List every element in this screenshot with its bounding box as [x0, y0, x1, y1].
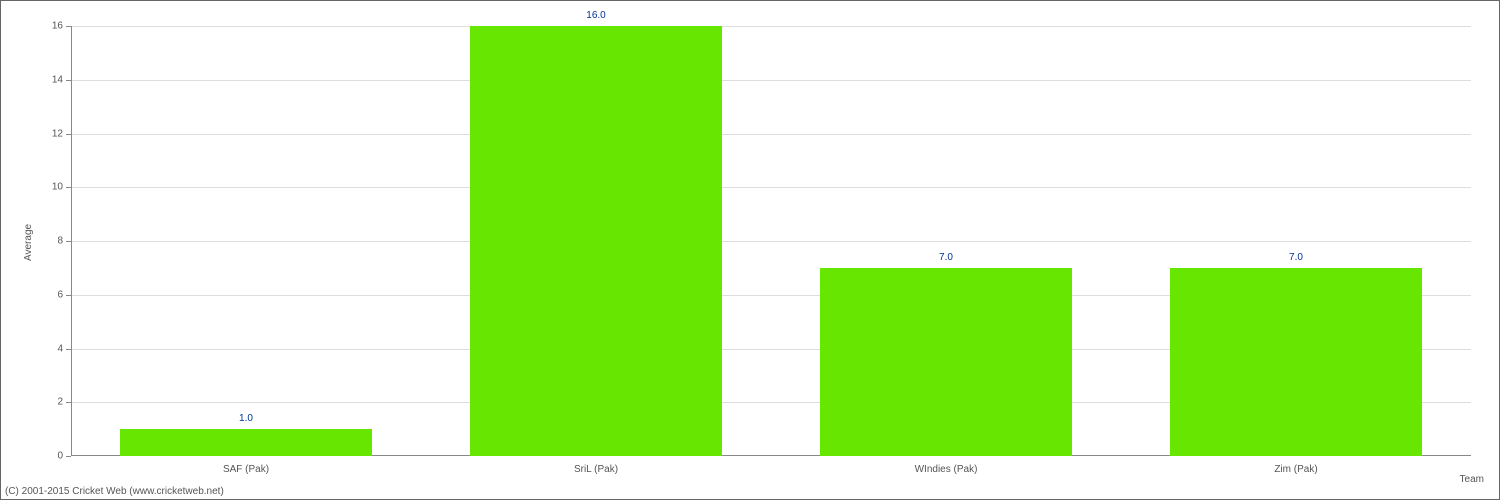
x-category-label: WIndies (Pak) [915, 464, 978, 475]
y-tick [66, 80, 71, 81]
copyright-text: (C) 2001-2015 Cricket Web (www.cricketwe… [5, 486, 224, 497]
bar-value-label: 16.0 [586, 10, 605, 21]
bar-value-label: 1.0 [239, 413, 253, 424]
bar: 7.0 [820, 268, 1072, 456]
grid-line [71, 134, 1471, 135]
x-category-label: Zim (Pak) [1274, 464, 1317, 475]
y-tick-label: 0 [57, 451, 63, 462]
y-tick-label: 12 [52, 128, 63, 139]
y-tick-label: 4 [57, 343, 63, 354]
chart-container: 0 2 4 6 8 10 12 14 16 1.0 16.0 7.0 7.0 SAF (Pak) Sri… [0, 0, 1500, 500]
grid-line [71, 241, 1471, 242]
plot-area: 0246810121416 1.016.07.07.0 SAF (Pak)Sri… [71, 26, 1471, 456]
x-category-label: SriL (Pak) [574, 464, 618, 475]
x-category-label: SAF (Pak) [223, 464, 269, 475]
grid-line [71, 80, 1471, 81]
grid-line [71, 26, 1471, 27]
y-axis-title: Average [23, 224, 34, 261]
bar: 7.0 [1170, 268, 1422, 456]
y-tick-label: 8 [57, 236, 63, 247]
y-tick-label: 2 [57, 397, 63, 408]
y-tick [66, 349, 71, 350]
bar-value-label: 7.0 [1289, 252, 1303, 263]
y-tick [66, 402, 71, 403]
y-tick-label: 6 [57, 289, 63, 300]
bar: 16.0 [470, 26, 722, 456]
y-tick-label: 10 [52, 182, 63, 193]
y-tick-label: 16 [52, 21, 63, 32]
y-tick [66, 295, 71, 296]
y-tick [66, 134, 71, 135]
bar: 1.0 [120, 429, 372, 456]
y-tick [66, 187, 71, 188]
y-tick [66, 26, 71, 27]
y-axis-line [71, 26, 72, 456]
y-tick [66, 456, 71, 457]
y-tick [66, 241, 71, 242]
y-tick-label: 14 [52, 74, 63, 85]
grid-line [71, 187, 1471, 188]
x-axis-title: Team [1460, 474, 1484, 485]
bar-value-label: 7.0 [939, 252, 953, 263]
